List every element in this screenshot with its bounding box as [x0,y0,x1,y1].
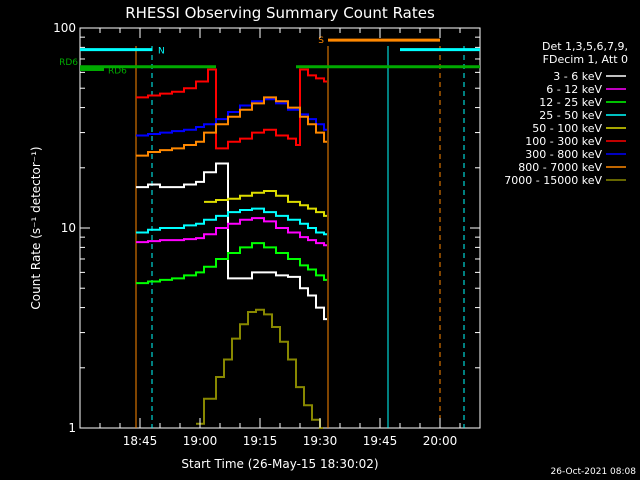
series-800-7000-kev [136,96,327,157]
series-3-6-kev [136,162,327,321]
flag-n-label: N [158,47,165,57]
legend-label: 3 - 6 keV [553,70,602,83]
y-tick-label: 100 [53,21,76,35]
series-50-100-kev [204,190,327,217]
state-flags: RD6 RD6 N S [59,36,480,77]
x-tick-label: 19:00 [183,434,218,448]
chart-title: RHESSI Observing Summary Count Rates [125,4,435,22]
legend-label: 300 - 800 keV [525,148,602,161]
x-tick-label: 19:15 [243,434,278,448]
flag-s-label: S [318,36,324,46]
series-12-25-kev [136,242,327,285]
series-7000-15000-kev [196,308,323,429]
legend-label: 7000 - 15000 keV [504,174,602,187]
legend-header: Det 1,3,5,6,7,9, [542,40,628,53]
y-tick-label: 1 [68,421,76,435]
legend-header: FDecim 1, Att 0 [543,53,628,66]
y-tick-label: 10 [61,221,76,235]
x-tick-label: 18:45 [123,434,158,448]
legend: Det 1,3,5,6,7,9,FDecim 1, Att 0 3 - 6 keV… [504,40,628,187]
axis-ticks: 1 10 100 18:45 19:00 19:15 19:30 19:45 20:00 [53,21,481,448]
series-group [136,68,327,429]
flag-rd6-label: RD6 [59,58,78,68]
series-6-12-kev [136,217,327,247]
flag-rd6-lower-label: RD6 [108,67,127,77]
series-300-800-kev [136,98,327,137]
vertical-markers [135,46,465,428]
legend-label: 800 - 7000 keV [518,161,602,174]
x-axis-label: Start Time (26-May-15 18:30:02) [181,457,378,471]
legend-label: 25 - 50 keV [539,109,602,122]
x-tick-label: 19:45 [363,434,398,448]
series-100-300-kev [136,68,327,150]
legend-label: 12 - 25 keV [539,96,602,109]
legend-label: 50 - 100 keV [532,122,602,135]
legend-label: 6 - 12 keV [546,83,602,96]
timestamp: 26-Oct-2021 08:08 [551,467,637,477]
y-axis-label: Count Rate (s⁻¹ detector⁻¹) [29,146,43,309]
legend-label: 100 - 300 keV [525,135,602,148]
x-tick-label: 20:00 [423,434,458,448]
x-tick-label: 19:30 [303,434,338,448]
series-25-50-kev [136,207,327,236]
